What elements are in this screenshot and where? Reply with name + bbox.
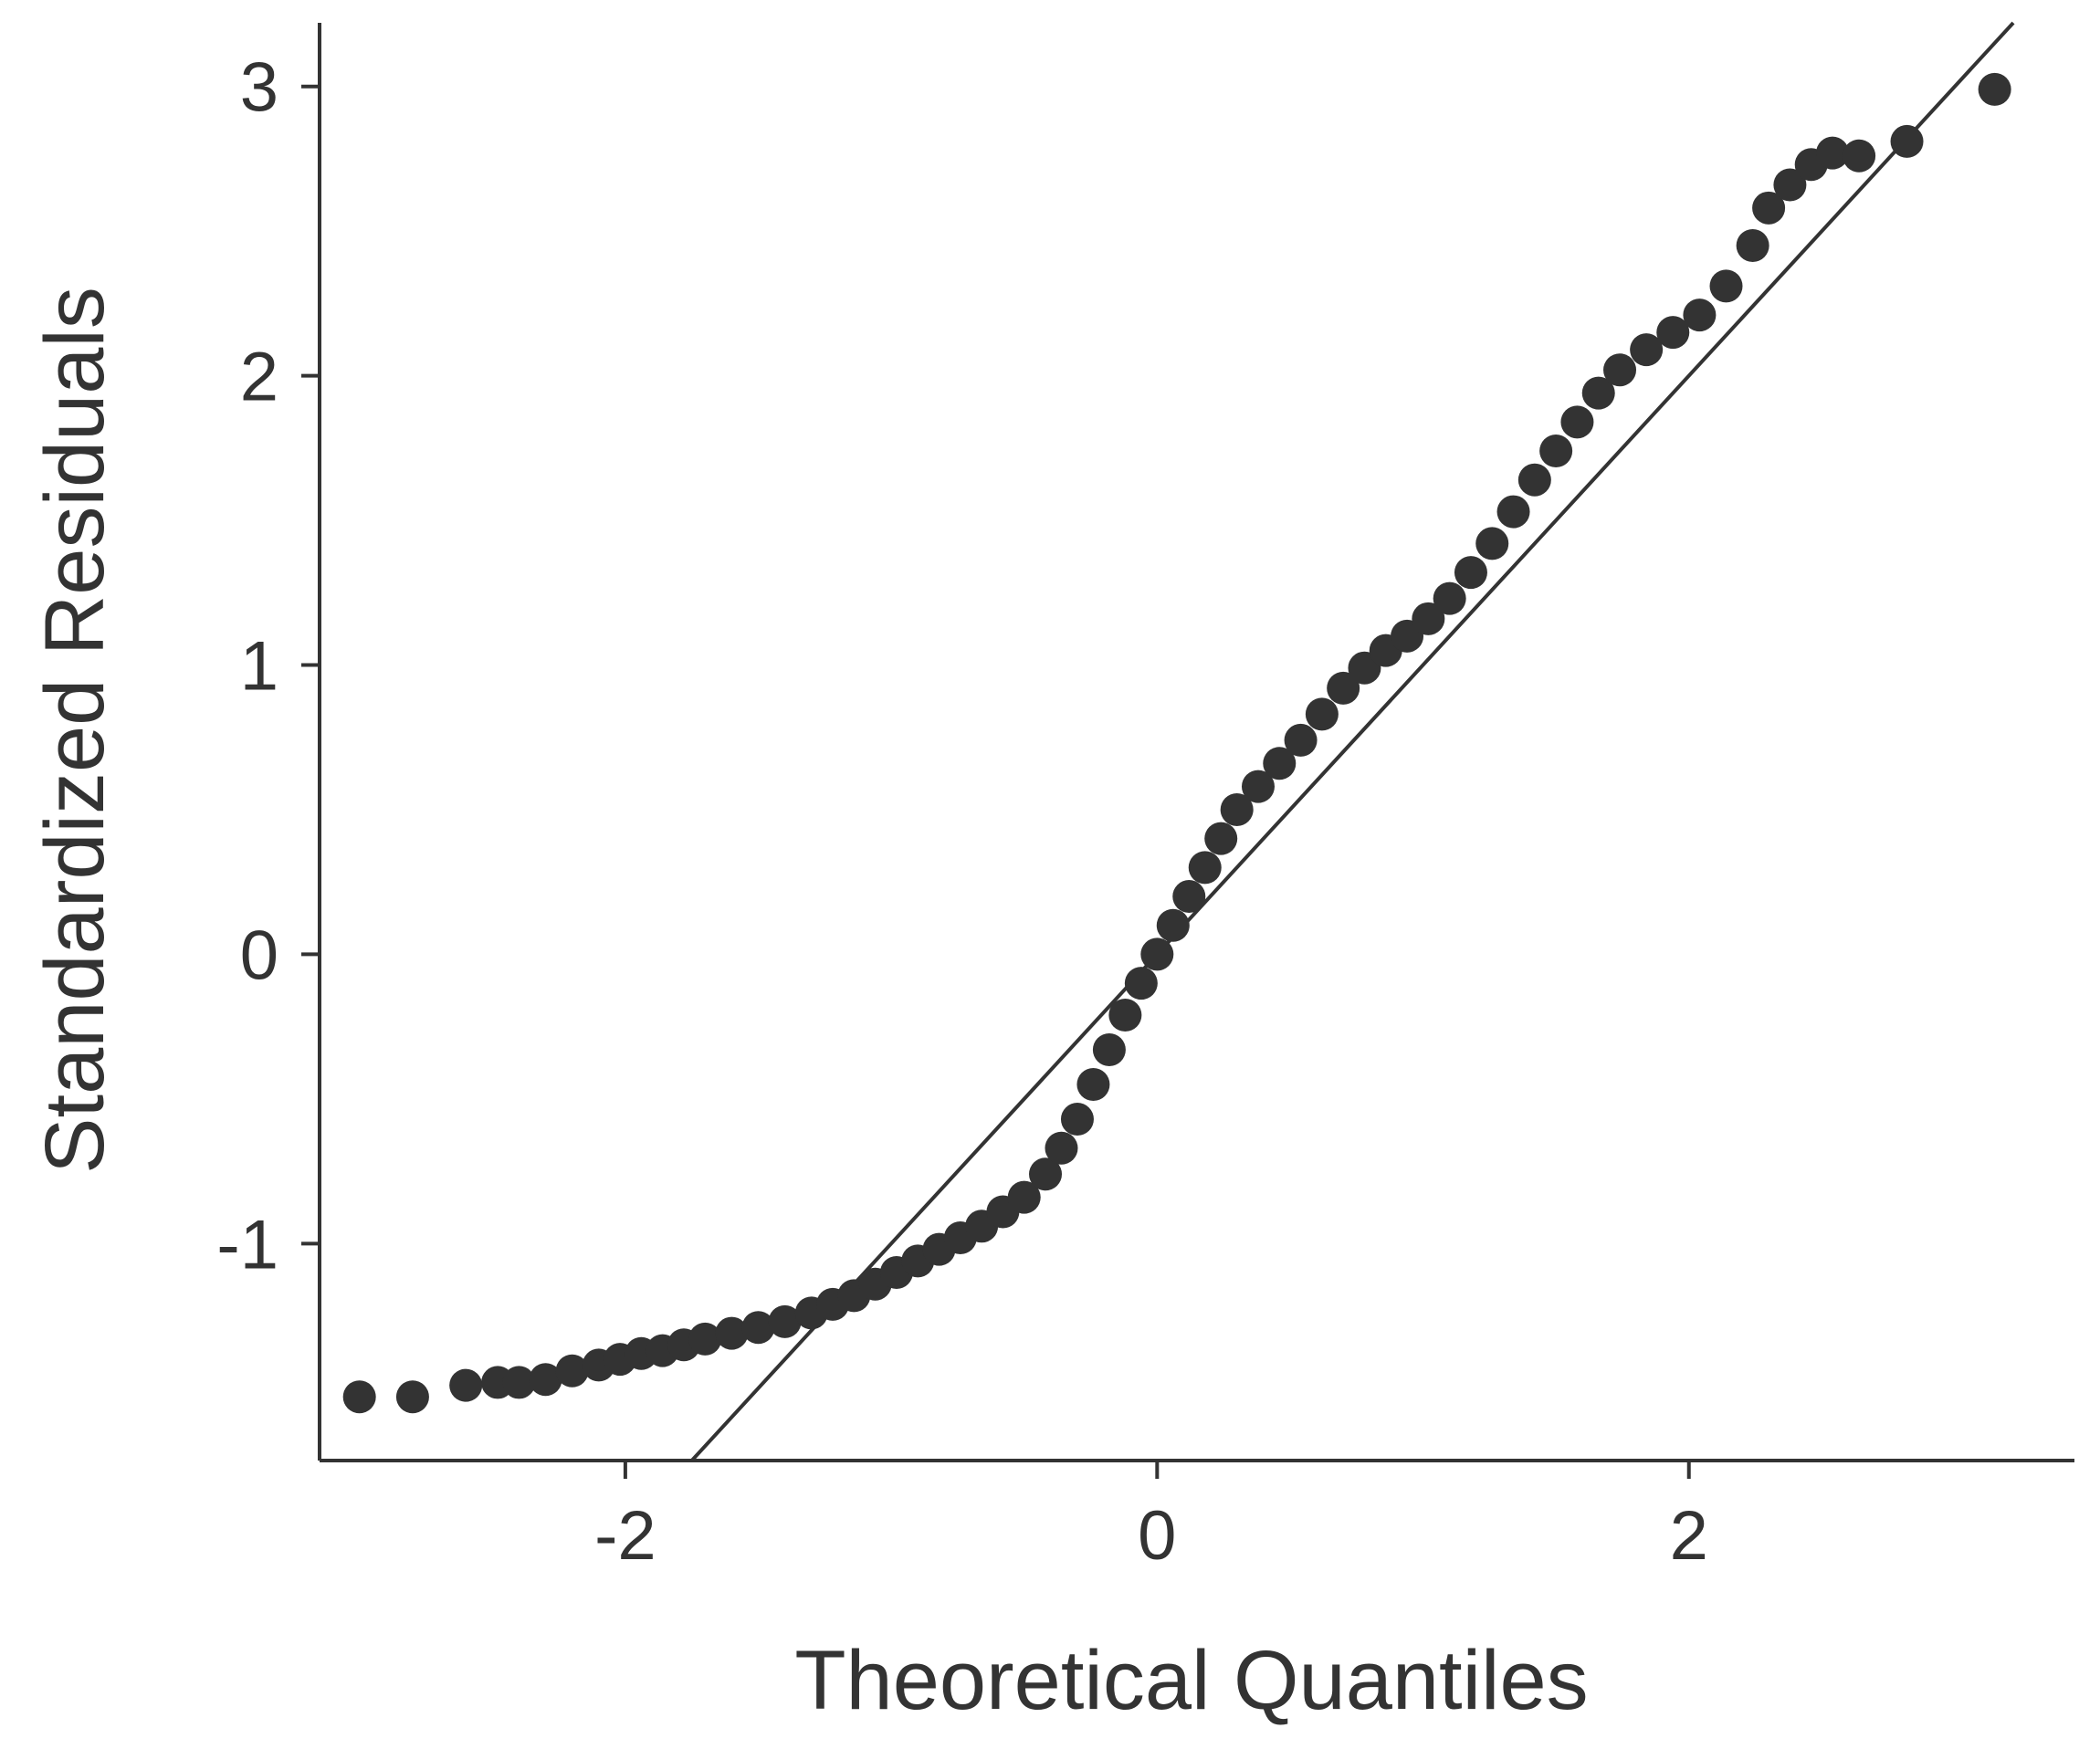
- data-point: [1656, 316, 1690, 350]
- data-point: [715, 1316, 749, 1350]
- data-point: [1172, 880, 1206, 914]
- data-point: [1475, 527, 1509, 560]
- data-points-layer: [342, 72, 2011, 1414]
- x-tick-label: 2: [1670, 1497, 1708, 1575]
- data-point: [1188, 851, 1222, 885]
- data-point: [1454, 556, 1487, 590]
- data-point: [1156, 908, 1190, 942]
- data-point: [1060, 1103, 1094, 1136]
- y-tick-label: -1: [216, 1206, 278, 1283]
- y-tick-label: 3: [240, 49, 278, 127]
- data-point: [1433, 581, 1466, 615]
- data-point: [1124, 967, 1158, 1000]
- data-point: [449, 1368, 483, 1402]
- data-point: [502, 1366, 536, 1399]
- y-tick-label: 1: [240, 628, 278, 706]
- axes-layer: -2 0 2 -1 0 1 2 3: [216, 23, 2074, 1575]
- data-point: [1517, 463, 1551, 497]
- data-point: [1683, 298, 1717, 332]
- data-point: [1076, 1068, 1110, 1102]
- data-point: [1773, 168, 1807, 202]
- data-point: [1220, 792, 1254, 826]
- data-point: [1092, 1033, 1126, 1066]
- data-point: [1560, 405, 1594, 439]
- data-point: [1263, 747, 1297, 780]
- reference-line: [690, 21, 2015, 1462]
- data-point: [555, 1354, 589, 1388]
- data-point: [1204, 822, 1238, 855]
- data-point: [1496, 495, 1530, 529]
- data-point: [1241, 770, 1275, 803]
- x-tick-label: 0: [1138, 1497, 1176, 1575]
- y-axis-title: Standardized Residuals: [28, 287, 121, 1174]
- data-point: [1327, 671, 1360, 705]
- data-point: [1978, 72, 2011, 106]
- data-point: [1412, 602, 1445, 635]
- data-point: [342, 1380, 376, 1414]
- data-point: [1603, 353, 1637, 387]
- data-point: [1029, 1157, 1063, 1191]
- data-point: [768, 1304, 802, 1338]
- data-point: [1045, 1131, 1078, 1165]
- data-point: [688, 1322, 722, 1356]
- data-point: [1630, 333, 1664, 367]
- x-axis-title: Theoretical Quantiles: [794, 1634, 1588, 1727]
- data-point: [1752, 191, 1786, 225]
- data-point: [395, 1380, 429, 1414]
- data-point: [1736, 229, 1769, 263]
- data-point: [1890, 124, 1924, 158]
- y-tick-label: 2: [240, 339, 278, 416]
- data-point: [1539, 435, 1573, 468]
- data-point: [1305, 697, 1339, 731]
- y-tick-label: 0: [240, 916, 278, 994]
- data-point: [1108, 998, 1142, 1032]
- data-point: [1007, 1180, 1041, 1214]
- data-point: [1140, 937, 1174, 971]
- reference-line-layer: [690, 21, 2015, 1462]
- data-point: [1843, 139, 1876, 173]
- data-point: [1815, 136, 1849, 170]
- data-point: [529, 1363, 562, 1397]
- x-tick-label: -2: [594, 1497, 656, 1575]
- data-point: [1581, 376, 1615, 410]
- data-point: [1284, 723, 1318, 757]
- data-point: [1709, 269, 1743, 303]
- data-point: [741, 1311, 775, 1345]
